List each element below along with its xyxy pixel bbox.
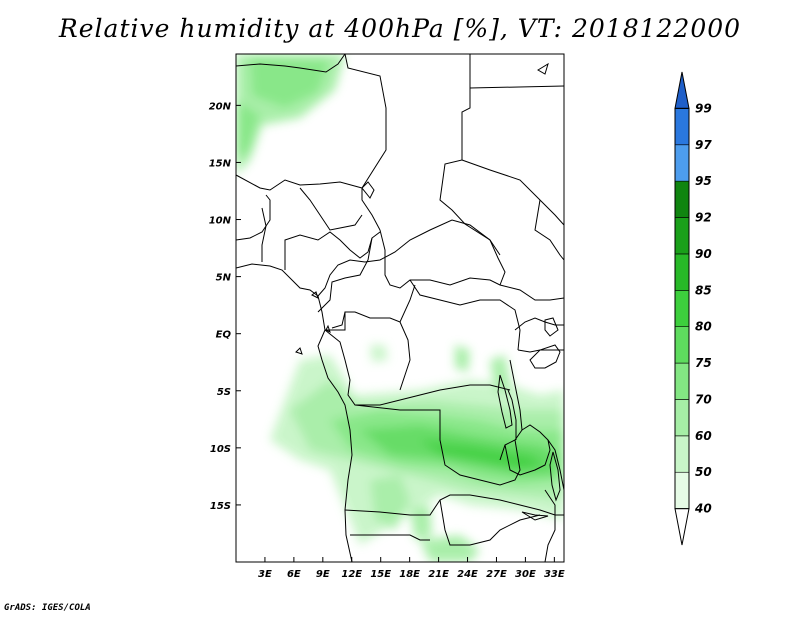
humidity-field	[236, 54, 564, 562]
colorbar-label: 99	[695, 101, 712, 115]
colorbar-outline	[674, 107, 690, 510]
colorbar-label: 95	[695, 174, 712, 188]
lon-tick-label: 9E	[316, 569, 330, 580]
colorbar-bin	[674, 362, 690, 400]
colorbar-label: 50	[695, 465, 712, 479]
colorbar-bin	[674, 71, 690, 109]
colorbar-label: 60	[695, 429, 712, 443]
colorbar-bin	[674, 144, 690, 182]
colorbar-label: 75	[695, 356, 712, 370]
lat-tick-label: 10N	[209, 216, 232, 227]
colorbar-bin	[674, 217, 690, 255]
colorbar-label: 70	[695, 392, 712, 406]
colorbar-bin	[674, 253, 690, 291]
map-frame	[235, 53, 565, 563]
lat-tick-label: 15N	[209, 158, 232, 169]
colorbar-label: 40	[694, 502, 712, 516]
lat-tick-label: 10S	[210, 444, 231, 455]
credit-footer: GrADS: IGES/COLA	[4, 603, 91, 613]
lon-tick-label: 15E	[370, 569, 391, 580]
colorbar-label: 92	[695, 211, 712, 225]
lon-tick-label: 18E	[399, 569, 420, 580]
colorbar-bin	[674, 180, 690, 218]
lat-tick-label: 20N	[209, 101, 232, 112]
colorbar: 40 50 60 70 75 80 85 90 92 95 97 99	[674, 71, 712, 546]
lon-tick-label: 30E	[515, 569, 536, 580]
lon-tick-label: 24E	[457, 569, 478, 580]
colorbar-bin	[674, 399, 690, 437]
lon-tick-label: 3E	[258, 569, 272, 580]
lat-tick-label: 5N	[216, 273, 232, 284]
lon-tick-label: 21E	[428, 569, 449, 580]
lon-tick-label: 33E	[544, 569, 565, 580]
lon-tick-label: 12E	[341, 569, 362, 580]
colorbar-label: 80	[695, 320, 712, 334]
colorbar-label: 90	[695, 247, 712, 261]
longitude-axis: 3E 6E 9E 12E 15E 18E 21E 24E 27E 30E 33E	[258, 557, 565, 580]
lon-tick-label: 6E	[287, 569, 301, 580]
lat-tick-label: 15S	[210, 501, 231, 512]
lat-tick-label: 5S	[217, 387, 231, 398]
colorbar-bin	[674, 508, 690, 546]
lon-tick-label: 27E	[486, 569, 507, 580]
lat-tick-label: EQ	[216, 330, 232, 341]
latitude-axis: 20N 15N 10N 5N EQ 5S 10S 15S	[209, 101, 241, 512]
colorbar-label: 97	[695, 138, 712, 152]
country-borders	[236, 54, 564, 562]
colorbar-bin	[674, 326, 690, 364]
colorbar-bin	[674, 290, 690, 327]
colorbar-bin	[674, 435, 690, 473]
colorbar-label: 85	[695, 283, 712, 297]
colorbar-bin	[674, 108, 690, 146]
colorbar-bin	[674, 471, 690, 509]
map-title: Relative humidity at 400hPa [%], VT: 201…	[58, 14, 742, 43]
